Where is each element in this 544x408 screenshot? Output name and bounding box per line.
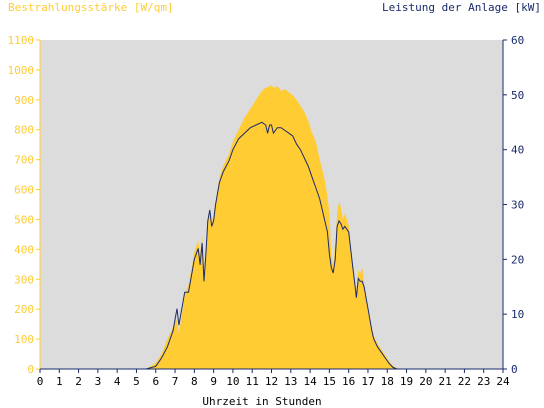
right-tick-label: 50 [511, 89, 524, 102]
x-tick-label: 23 [477, 375, 490, 388]
right-axis-ticks: 0 10 20 30 40 50 60 [503, 34, 524, 376]
power-line [40, 121, 503, 370]
x-tick-label: 7 [172, 375, 179, 388]
x-axis-label: Uhrzeit in Stunden [202, 395, 321, 408]
x-tick-label: 17 [361, 375, 374, 388]
x-tick-label: 2 [75, 375, 82, 388]
right-tick-label: 10 [511, 308, 524, 321]
x-tick-label: 21 [439, 375, 452, 388]
right-tick-label: 0 [511, 363, 518, 376]
x-tick-label: 14 [303, 375, 317, 388]
right-axis-label: Leistung der Anlage [kW] [382, 1, 541, 14]
left-axis-ticks: 0 100 200 300 400 500 600 700 800 900 1000 1100 [8, 34, 40, 376]
x-tick-label: 13 [284, 375, 297, 388]
right-tick-label: 30 [511, 199, 524, 212]
irradiance-area [146, 84, 413, 370]
left-tick-label: 1100 [8, 34, 35, 47]
x-tick-label: 9 [210, 375, 217, 388]
right-tick-label: 40 [511, 144, 524, 157]
x-tick-label: 12 [265, 375, 278, 388]
left-tick-label: 800 [14, 124, 34, 137]
x-tick-label: 1 [56, 375, 63, 388]
left-tick-label: 1000 [8, 64, 35, 77]
x-tick-label: 16 [342, 375, 355, 388]
x-tick-label: 8 [191, 375, 198, 388]
x-tick-label: 24 [496, 375, 510, 388]
x-tick-label: 5 [133, 375, 140, 388]
left-tick-label: 900 [14, 94, 34, 107]
x-tick-label: 22 [458, 375, 471, 388]
left-axis-label: Bestrahlungsstärke [W/qm] [8, 1, 174, 14]
x-tick-label: 20 [419, 375, 432, 388]
left-tick-label: 600 [14, 184, 34, 197]
x-tick-label: 3 [95, 375, 102, 388]
x-tick-label: 6 [152, 375, 159, 388]
x-axis-ticks: 0 1 2 3 4 5 6 7 8 9 10 11 12 13 14 15 16 17 18 19 20 21 22 23 24 [37, 369, 510, 388]
left-tick-label: 500 [14, 213, 34, 226]
right-tick-label: 60 [511, 34, 524, 47]
left-tick-label: 300 [14, 273, 34, 286]
left-tick-label: 0 [27, 363, 34, 376]
right-tick-label: 20 [511, 253, 524, 266]
x-tick-label: 0 [37, 375, 44, 388]
x-tick-label: 15 [323, 375, 336, 388]
x-tick-label: 4 [114, 375, 121, 388]
x-tick-label: 19 [400, 375, 413, 388]
left-tick-label: 100 [14, 333, 34, 346]
x-tick-label: 18 [381, 375, 394, 388]
left-tick-label: 400 [14, 243, 34, 256]
x-tick-label: 10 [226, 375, 239, 388]
left-tick-label: 700 [14, 154, 34, 167]
left-tick-label: 200 [14, 303, 34, 316]
x-tick-label: 11 [246, 375, 259, 388]
